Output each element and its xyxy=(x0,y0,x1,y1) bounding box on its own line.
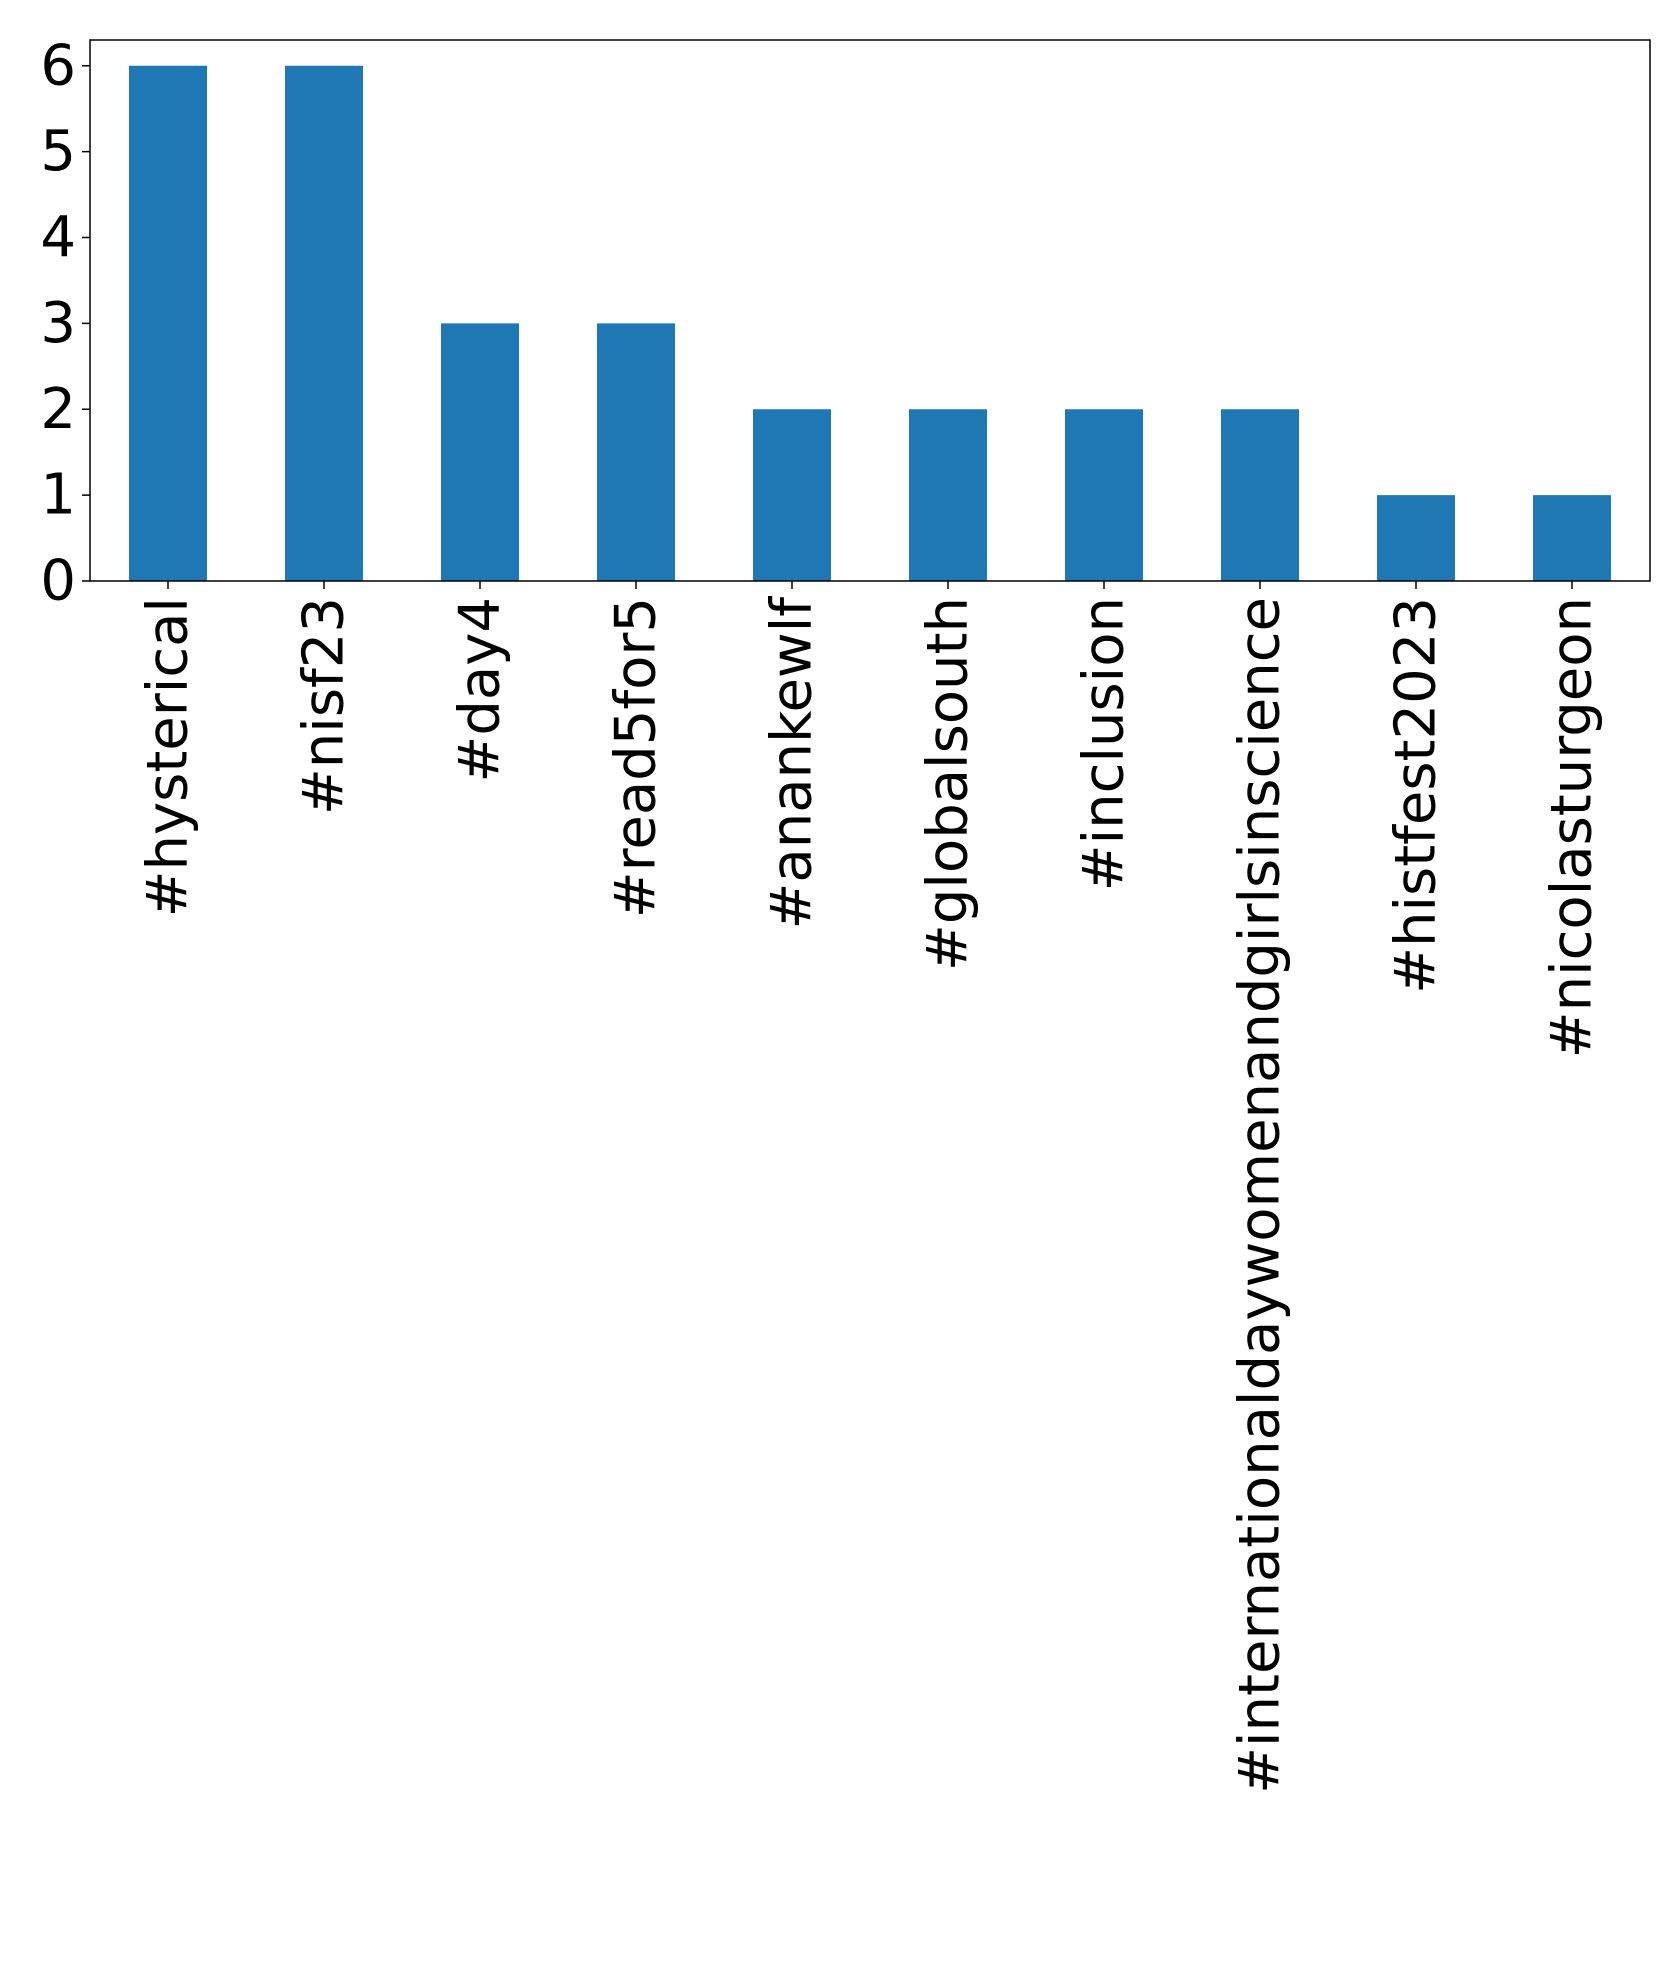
bar-hysterical xyxy=(129,65,207,581)
y-tick-label: 4 xyxy=(40,205,76,270)
plot-area-frame xyxy=(89,39,1651,582)
x-tick-label: #hysterical xyxy=(136,597,201,917)
bar-nisf23 xyxy=(285,65,363,581)
y-tick-label: 1 xyxy=(40,463,76,528)
bar-day4 xyxy=(441,323,519,581)
x-tick-label: #nicolasturgeon xyxy=(1540,597,1605,1058)
y-tick-label: 3 xyxy=(40,291,76,356)
y-tick-label: 6 xyxy=(40,33,76,98)
bar-inclusion xyxy=(1065,409,1143,581)
bar-read5for5 xyxy=(597,323,675,581)
x-axis: #hysterical #nisf23 #day4 #read5for5 #ananke… xyxy=(136,581,1605,1794)
y-tick-label: 0 xyxy=(40,549,76,614)
y-tick-label: 5 xyxy=(40,119,76,184)
bar-internationaldaywomenandgirlsinscience xyxy=(1221,409,1299,581)
y-axis: 0 1 2 3 4 5 6 xyxy=(40,33,90,614)
bars-layer xyxy=(129,65,1611,581)
bar-nicolasturgeon xyxy=(1533,495,1611,581)
x-tick-label: #internationaldaywomenandgirlsinscience xyxy=(1228,597,1293,1794)
bar-anankewlf xyxy=(753,409,831,581)
bar-globalsouth xyxy=(909,409,987,581)
y-tick-label: 2 xyxy=(40,377,76,442)
x-tick-label: #inclusion xyxy=(1072,597,1137,891)
bar-histfest2023 xyxy=(1377,495,1455,581)
x-tick-label: #anankewlf xyxy=(760,596,825,930)
x-tick-label: #read5for5 xyxy=(604,597,669,918)
x-tick-label: #nisf23 xyxy=(292,597,357,815)
x-tick-label: #histfest2023 xyxy=(1384,597,1449,994)
x-tick-label: #globalsouth xyxy=(916,597,981,971)
x-tick-label: #day4 xyxy=(448,597,513,783)
